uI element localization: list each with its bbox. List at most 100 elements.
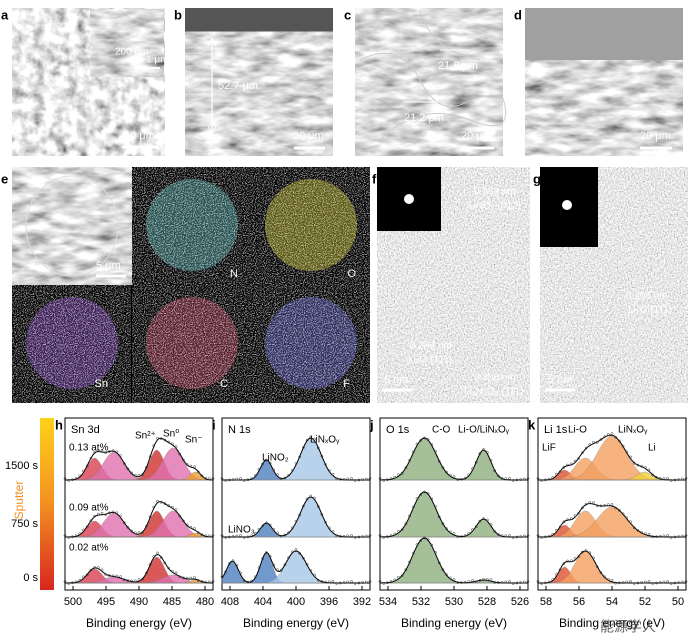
- raw-point: [361, 478, 364, 481]
- raw-point: [324, 580, 327, 584]
- raw-point: [485, 451, 489, 454]
- raw-point: [174, 508, 178, 512]
- raw-point: [544, 535, 547, 539]
- raw-point: [178, 575, 182, 579]
- raw-point: [220, 477, 224, 480]
- raw-point: [588, 551, 592, 555]
- x-tick-label: 532: [412, 596, 430, 608]
- raw-point: [228, 478, 231, 482]
- annotation: C-O: [432, 425, 451, 436]
- raw-point: [680, 580, 684, 584]
- map-noise: [12, 285, 131, 403]
- raw-point: [265, 521, 268, 525]
- raw-point: [551, 532, 555, 536]
- raw-point: [536, 580, 540, 583]
- raw-point: [148, 563, 152, 566]
- raw-point: [547, 477, 551, 481]
- raw-point: [566, 463, 569, 467]
- panel-title: Li 1s: [544, 424, 568, 436]
- raw-point: [378, 580, 382, 583]
- raw-point: [452, 532, 456, 535]
- raw-point: [684, 477, 688, 480]
- raw-point: [640, 464, 643, 468]
- raw-point: [287, 473, 290, 477]
- raw-point: [423, 436, 426, 440]
- raw-point: [606, 577, 610, 581]
- raw-point: [614, 436, 618, 439]
- raw-point: [145, 571, 148, 575]
- raw-point: [196, 531, 200, 535]
- raw-point: [508, 580, 511, 583]
- raw-point: [393, 578, 397, 582]
- raw-point: [250, 579, 253, 583]
- x-axis-label: Binding energy (eV): [401, 616, 507, 630]
- raw-point: [104, 451, 108, 455]
- raw-point: [632, 582, 636, 585]
- sputter-label: Sputter: [12, 481, 26, 520]
- raw-point: [389, 580, 393, 583]
- envelope: [538, 550, 686, 584]
- raw-point: [305, 438, 309, 442]
- raw-point: [167, 504, 170, 507]
- panel-label: i: [212, 417, 216, 432]
- x-axis-label: Binding energy (eV): [86, 616, 192, 630]
- annotation: Li-O/LiNₓOᵧ: [458, 425, 510, 436]
- width-label: 21.8 μm: [438, 60, 478, 72]
- raw-point: [636, 529, 640, 532]
- x-tick-label: 404: [254, 596, 272, 608]
- envelope: [65, 501, 214, 538]
- raw-point: [610, 432, 614, 436]
- raw-point: [426, 492, 430, 495]
- raw-point: [618, 581, 621, 585]
- arrow-head: [207, 36, 217, 136]
- raw-point: [265, 458, 268, 462]
- element-map: N: [132, 167, 251, 285]
- element-map: C: [132, 285, 251, 403]
- time-label: 750 s: [11, 518, 38, 530]
- panel-e: 5 μm N O Sn C F e: [1, 167, 370, 403]
- raw-point: [305, 563, 309, 566]
- raw-point: [441, 568, 445, 572]
- raw-point: [122, 578, 126, 582]
- raw-point: [562, 465, 566, 469]
- map-label: N: [230, 268, 238, 280]
- x-tick-label: 534: [379, 596, 397, 608]
- spacing: 0.266 nm: [410, 341, 452, 352]
- raw-point: [573, 557, 577, 560]
- raw-point: [85, 464, 89, 468]
- x-tick-label: 530: [445, 596, 463, 608]
- raw-point: [331, 530, 335, 533]
- raw-point: [411, 505, 415, 509]
- raw-point: [268, 555, 272, 558]
- map-noise: [132, 167, 251, 285]
- raw-point: [302, 504, 305, 508]
- map-label: Sn: [95, 378, 108, 390]
- raw-point: [327, 526, 331, 530]
- raw-point: [508, 477, 511, 480]
- raw-point: [74, 534, 78, 538]
- raw-point: [156, 551, 159, 555]
- raw-point: [669, 582, 673, 585]
- raw-point: [566, 518, 569, 521]
- thickness-label: 52.7 μm: [218, 80, 258, 92]
- raw-point: [119, 454, 122, 458]
- raw-point: [500, 581, 504, 584]
- sem-image: [185, 31, 333, 157]
- raw-point: [339, 477, 342, 481]
- plane: Li₂O (111): [408, 355, 452, 366]
- raw-point: [540, 479, 544, 482]
- raw-point: [189, 464, 193, 468]
- raw-point: [419, 439, 423, 442]
- raw-point: [651, 535, 655, 539]
- raw-point: [482, 517, 485, 520]
- raw-point: [419, 493, 423, 496]
- raw-point: [93, 514, 96, 518]
- raw-point: [200, 474, 204, 478]
- envelope: [538, 434, 686, 481]
- raw-point: [156, 499, 159, 503]
- raw-point: [257, 467, 261, 471]
- raw-point: [63, 477, 67, 480]
- raw-point: [621, 512, 625, 516]
- plane: Li₂O (111): [628, 305, 672, 316]
